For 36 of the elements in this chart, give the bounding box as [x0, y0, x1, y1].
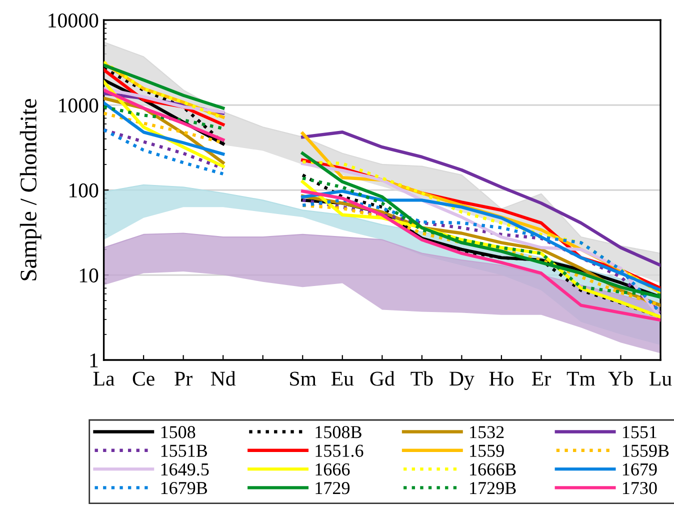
x-tick-label: Gd: [370, 371, 395, 386]
x-tick-label: Sm: [290, 372, 316, 386]
legend-label: 1559B: [622, 444, 669, 457]
y-axis-title: Sample / Chondrite: [20, 99, 42, 280]
y-tick-label: 10000: [48, 13, 98, 28]
legend-label: 1679B: [161, 482, 208, 494]
legend-label: 1666B: [470, 463, 516, 476]
legend-label: 1559: [470, 444, 504, 457]
legend-label: 1532: [470, 426, 504, 438]
legend-label: 1729B: [470, 482, 516, 494]
x-tick-label: Eu: [331, 372, 354, 386]
legend-label: 1649.5: [161, 463, 209, 476]
y-tick-label: 10: [80, 268, 98, 282]
x-tick-label: Pr: [174, 372, 192, 386]
y-tick-label: 100: [70, 183, 98, 198]
legend-label: 1679: [622, 463, 657, 476]
x-tick-label: Dy: [450, 372, 474, 390]
x-tick-label: Lu: [650, 372, 672, 386]
y-tick-label: 1: [90, 353, 98, 368]
x-tick-label: La: [93, 372, 114, 386]
x-tick-label: Tm: [566, 372, 596, 386]
legend-label: 1508B: [316, 426, 362, 438]
legend-label: 1551.6: [316, 444, 364, 457]
y-tick-label: 1000: [59, 98, 98, 112]
legend-label: 1551B: [161, 444, 208, 457]
legend-label: 1729: [316, 482, 350, 494]
legend-label: 1508: [161, 426, 196, 438]
x-tick-label: Er: [532, 372, 551, 386]
x-tick-label: Nd: [210, 371, 236, 386]
x-tick-label: Ce: [132, 372, 154, 386]
x-tick-label: Tb: [410, 371, 433, 386]
legend-label: 1730: [622, 482, 657, 494]
legend-label: 1551: [622, 426, 656, 438]
x-tick-label: Yb: [608, 371, 633, 386]
x-tick-label: Ho: [489, 372, 514, 386]
legend-label: 1666: [316, 463, 350, 476]
